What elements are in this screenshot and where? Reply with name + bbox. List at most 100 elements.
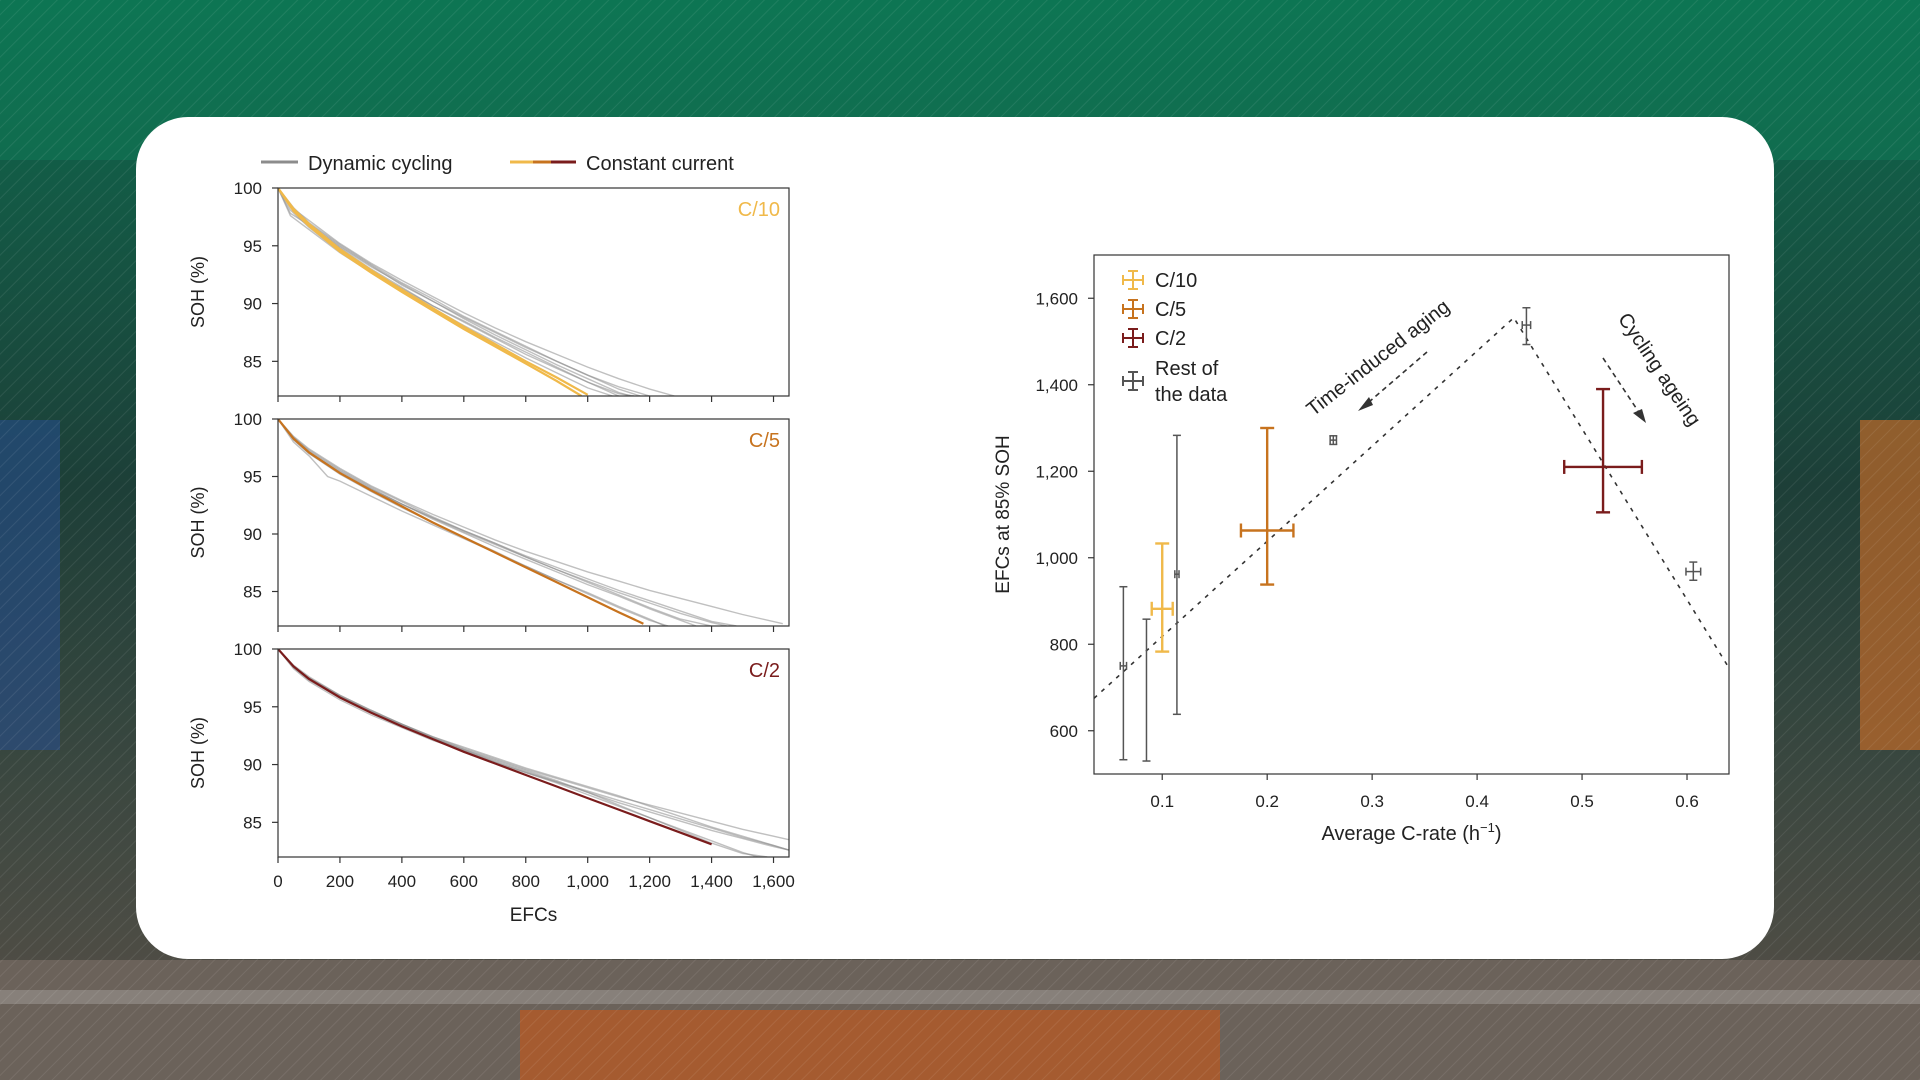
panel-label: C/2 [749,660,780,682]
dynamic-cycling-line [278,649,759,857]
x-tick-label: 0.3 [1360,792,1384,811]
data-point-rest [1172,434,1181,716]
annotation-time-aging: Time-induced aging [1303,296,1454,421]
dynamic-cycling-line [278,649,789,851]
x-tick-label: 1,600 [752,872,795,891]
y-tick-label: 90 [243,756,262,775]
y-tick-label: 600 [1050,722,1078,741]
y-tick-label: 100 [234,410,262,429]
data-point-rest [1119,585,1128,761]
y-tick-label: 100 [234,640,262,659]
dynamic-cycling-line [278,188,641,396]
x-axis-label: EFCs [510,905,558,926]
y-tick-label: 95 [243,237,262,256]
dynamic-cycling-line [278,419,728,626]
dynamic-cycling-line [278,188,675,396]
y-tick-label: 90 [243,525,262,544]
legend-label: the data [1155,384,1228,406]
y-axis-label: EFCs at 85% SOH [993,435,1014,593]
y-axis-label: SOH (%) [188,717,208,789]
dynamic-cycling-line [278,419,783,625]
series-group [278,188,675,396]
plot-frame [1093,254,1730,775]
data-point-rest [1685,561,1702,581]
soh-panel-c5: 85 90 95 100 SOH (%) C/5 [188,410,790,632]
legend-label: C/10 [1155,270,1197,292]
panel-label: C/5 [749,430,780,452]
series-group [278,649,789,857]
dynamic-cycling-line [278,188,613,396]
dynamic-cycling-line [278,188,650,396]
y-tick-label: 90 [243,295,262,314]
legend-swatch [1122,299,1144,319]
legend-label: C/2 [1155,328,1186,350]
y-tick-label: 1,000 [1035,549,1078,568]
x-tick-label: 200 [326,872,354,891]
x-tick-label: 800 [512,872,540,891]
scatter-content [1094,307,1729,762]
y-axis-label: SOH (%) [188,256,208,328]
soh-panel-c2: 85 90 95 100 0 200 400 600 800 1,000 1,200 1,400 1,6… [188,640,795,926]
x-tick-label: 0.2 [1255,792,1279,811]
plot-frame [277,187,790,397]
legend-swatch [1122,328,1144,348]
dynamic-cycling-line [278,649,789,851]
dynamic-cycling-line [278,649,789,851]
chart-card [136,117,1774,959]
y-tick-label: 95 [243,698,262,717]
annotation-arrow-cycling [1602,357,1643,418]
constant-current-line [278,419,644,625]
plot-frame [277,648,790,858]
x-tick-label: 0.1 [1150,792,1174,811]
y-tick-label: 1,200 [1035,462,1078,481]
y-tick-label: 85 [243,352,262,371]
dynamic-cycling-line [278,188,632,396]
data-point-c-10 [1150,542,1174,653]
legend-dynamic-label: Dynamic cycling [308,153,452,175]
x-tick-label: 1,000 [566,872,609,891]
x-tick-label: 0.6 [1675,792,1699,811]
soh-panel-c10: 85 90 95 100 SOH (%) C/10 [188,179,790,402]
series-group [278,419,783,626]
x-tick-label: 1,400 [690,872,733,891]
scatter-legend: C/10 C/5 C/2 Rest of the data [1122,270,1228,406]
y-tick-label: 85 [243,813,262,832]
y-tick-label: 95 [243,468,262,487]
dynamic-cycling-line [278,419,697,626]
data-point-rest [1142,618,1151,762]
data-point-rest [1329,435,1338,446]
dynamic-cycling-line [278,419,669,626]
data-point-c-2 [1563,387,1644,514]
data-point-c-5 [1239,426,1295,586]
legend-constant-label: Constant current [586,153,734,175]
annotation-cycling-ageing: Cycling ageing [1613,309,1705,430]
x-tick-label: 600 [450,872,478,891]
y-tick-label: 1,600 [1035,289,1078,308]
y-tick-label: 85 [243,583,262,602]
constant-current-line [278,188,589,396]
dynamic-cycling-line [278,649,789,841]
y-axis-label: SOH (%) [188,487,208,559]
annotation-arrowhead-time [1358,397,1373,411]
legend-swatch [1122,270,1144,290]
x-tick-label: 0 [273,872,282,891]
plot-frame [277,418,790,627]
x-tick-label: 0.5 [1570,792,1594,811]
y-tick-label: 800 [1050,635,1078,654]
dynamic-cycling-line [278,188,619,396]
legend-label: Rest of [1155,358,1219,380]
dynamic-cycling-line [278,419,666,626]
legend-swatch [1122,371,1144,391]
constant-current-line [278,649,712,846]
legend-label: C/5 [1155,299,1186,321]
data-point-rest [1521,307,1532,346]
x-tick-label: 0.4 [1465,792,1489,811]
left-legend: Dynamic cycling Constant current [261,153,734,175]
efc-vs-crate-panel: 600 800 1,000 1,200 1,400 1,600 0.1 0.2 0.3 0.4 0.… [993,254,1730,845]
y-tick-label: 100 [234,179,262,198]
y-tick-label: 1,400 [1035,376,1078,395]
annotation-arrowhead-cycling [1633,409,1646,423]
x-tick-label: 400 [388,872,416,891]
constant-current-line [278,188,583,396]
